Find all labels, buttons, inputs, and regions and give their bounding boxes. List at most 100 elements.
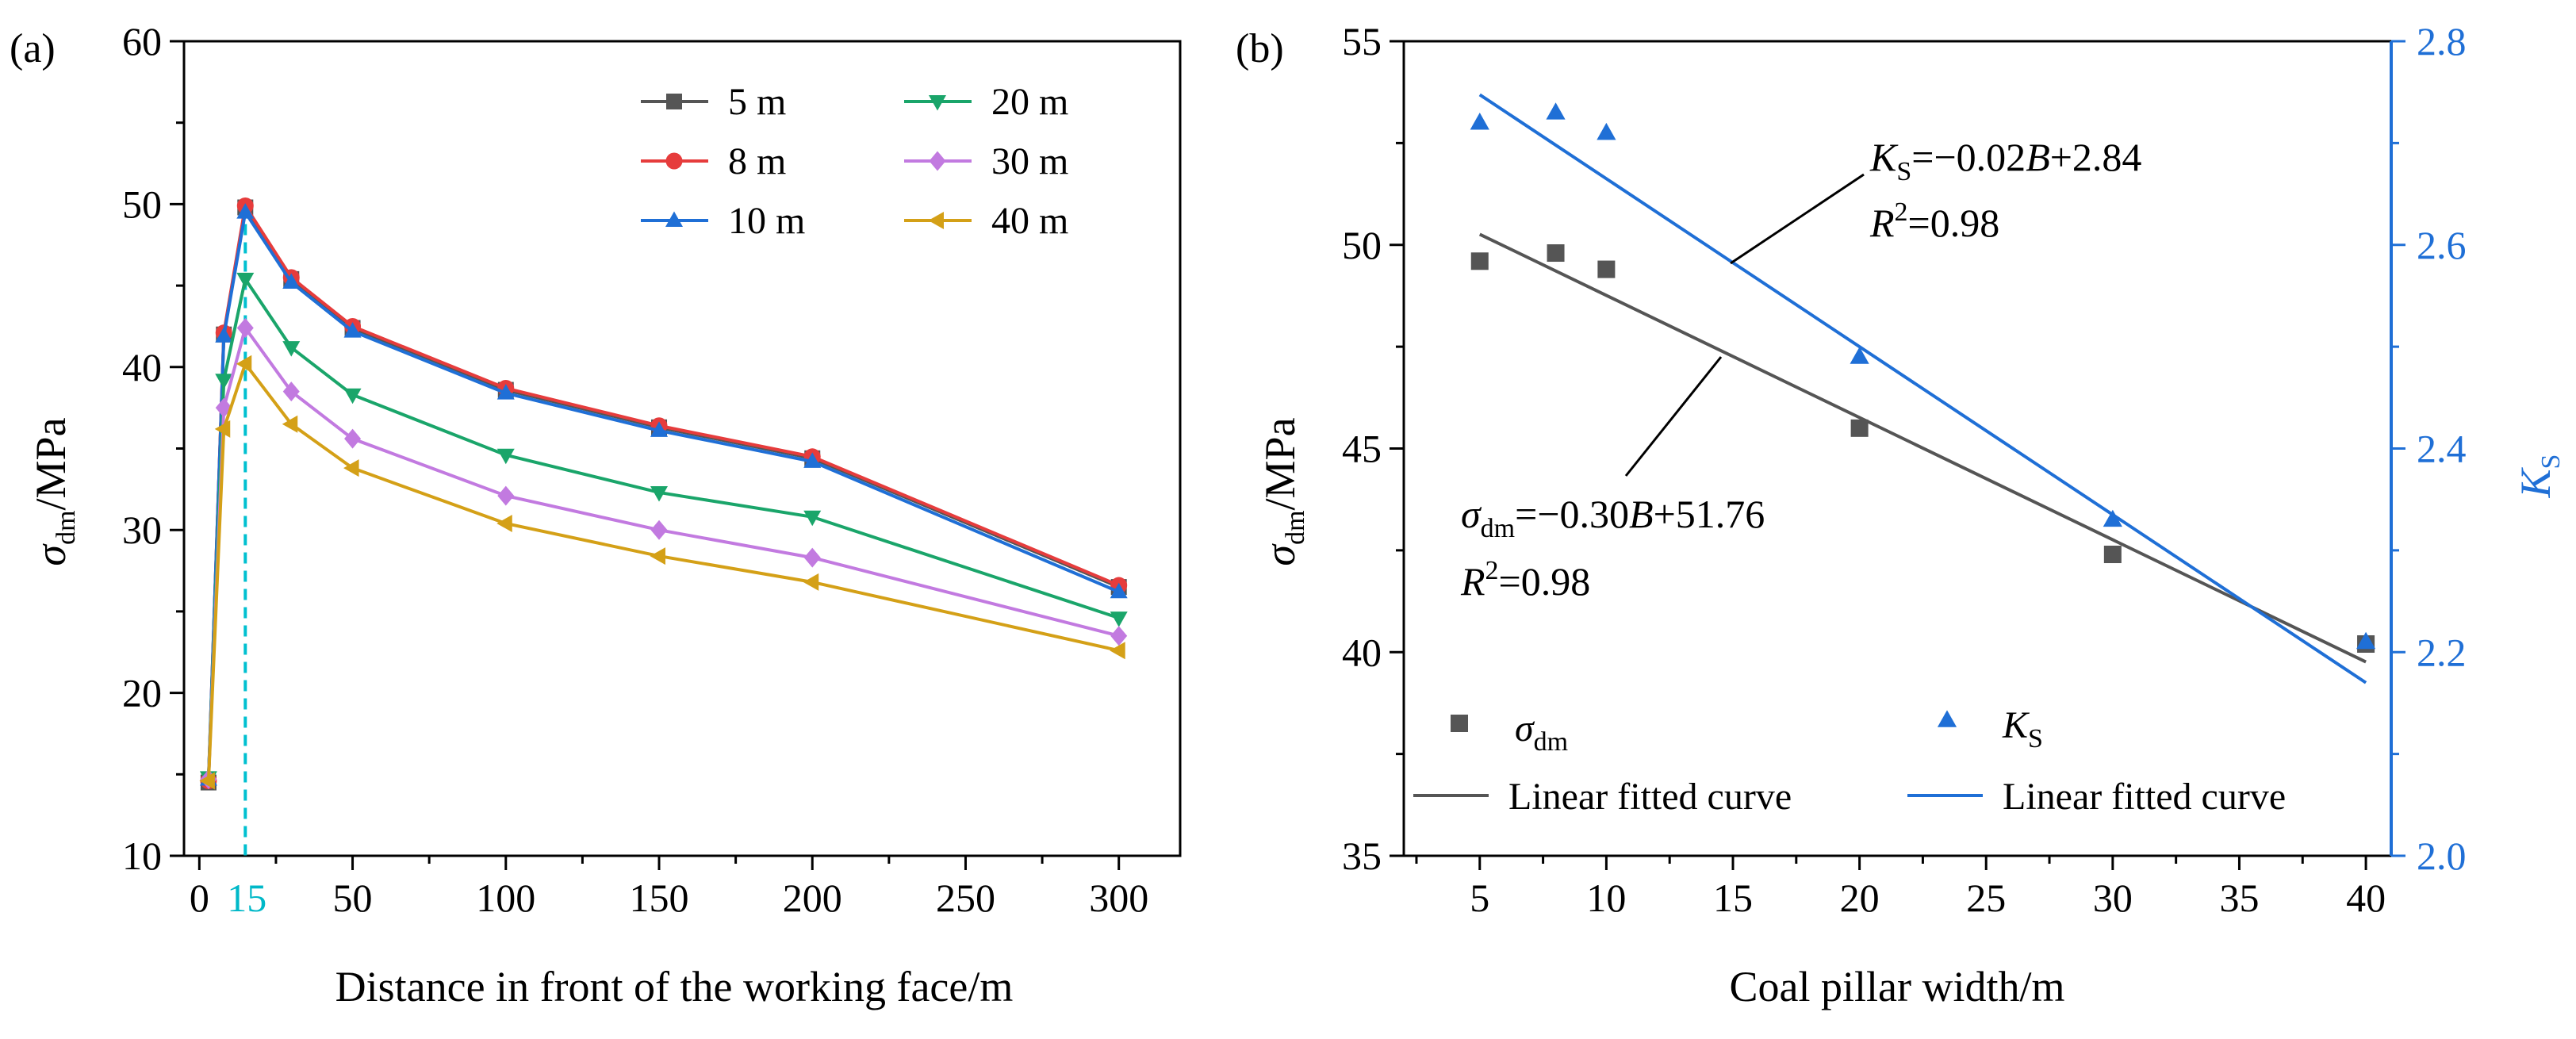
series-line — [206, 203, 1120, 783]
y-tick-label: 20 — [122, 671, 162, 715]
legend-label-sub: dm — [1534, 727, 1568, 757]
y-tick-label: 45 — [1342, 427, 1382, 471]
panel-b: (b) 5 10 15 20 25 30 35 40 35 40 45 50 55 2.0 2.2 2.4 2.… — [1236, 19, 2566, 1010]
x-tick-label: 5 — [1470, 876, 1489, 920]
legend-label: 10 m — [728, 200, 805, 242]
y-tick-label: 30 — [122, 508, 162, 552]
legend-marker — [1937, 710, 1957, 727]
data-point — [1470, 252, 1489, 270]
data-point — [1850, 419, 1869, 437]
ks-fit-r2: R2=0.98 — [1869, 197, 1999, 245]
y-tick-label: 50 — [122, 182, 162, 226]
data-point — [496, 514, 512, 532]
panel-a: (a) 0 50 100 150 200 250 300 10 20 30 40 50 60 15 5 m… — [10, 19, 1182, 1010]
data-point — [803, 573, 819, 591]
legend-item: 30 m — [904, 140, 1068, 182]
data-point — [803, 510, 822, 527]
legend-item: 5 m — [641, 81, 786, 123]
x-tick-label: 250 — [936, 876, 995, 920]
data-point — [343, 322, 362, 338]
data-point — [650, 421, 669, 437]
sigma-fit-r2: R2=0.98 — [1460, 556, 1590, 604]
data-point — [803, 547, 821, 568]
panel-a-label: (a) — [10, 26, 56, 71]
sigma-fit-line — [1478, 232, 2367, 664]
right-y-tick-label: 2.4 — [2417, 427, 2467, 471]
legend-marker — [665, 211, 683, 227]
data-point — [2103, 546, 2122, 564]
panel-a-y-axis-label: σdm/MPa — [27, 417, 81, 566]
x-tick-label: 50 — [333, 876, 373, 920]
data-point — [1546, 102, 1566, 120]
legend-label: 8 m — [728, 140, 786, 182]
data-point — [236, 203, 255, 219]
data-point — [1597, 260, 1616, 278]
legend-label: Linear fitted curve — [2003, 776, 2286, 818]
data-point — [236, 318, 254, 339]
data-point — [1110, 612, 1128, 627]
panel-b-label: (b) — [1236, 26, 1284, 71]
data-point — [650, 547, 666, 566]
legend-marker — [1451, 715, 1468, 732]
ks-equation-leader — [1730, 173, 1865, 265]
sigma-fit-equation: σdm=−0.30B+51.76 — [1461, 492, 1765, 543]
x-tick-label: 15 — [1713, 876, 1753, 920]
data-point — [282, 381, 300, 402]
data-point — [1850, 347, 1869, 364]
panel-b-axes: 5 10 15 20 25 30 35 40 35 40 45 50 55 2.0 2.2 2.4 2.6 2.8 — [1342, 19, 2467, 920]
y-tick-label: 50 — [1342, 223, 1382, 267]
y-tick-label: 55 — [1342, 19, 1382, 63]
x-tick-label: 300 — [1089, 876, 1148, 920]
data-point — [650, 520, 668, 540]
legend-marker — [665, 152, 683, 170]
legend-label: 20 m — [991, 81, 1068, 123]
data-point — [214, 420, 231, 438]
data-point — [236, 355, 252, 373]
legend-item: 40 m — [904, 200, 1068, 242]
y-tick-label: 40 — [1342, 630, 1382, 674]
legend-marker — [929, 95, 946, 111]
y-tick-label: 10 — [122, 834, 162, 878]
y-tick-label: 40 — [122, 345, 162, 389]
legend-item-sigma: σdm — [1451, 707, 1568, 757]
data-point — [1110, 582, 1128, 599]
legend-item: 20 m — [904, 81, 1068, 123]
series-10-m — [199, 203, 1128, 786]
legend-label: 5 m — [728, 81, 786, 123]
x-tick-label: 200 — [783, 876, 842, 920]
ks-fit-line — [1478, 93, 2367, 684]
panel-b-legend: σdm KS Linear fitted curve Linear fitted cu… — [1413, 704, 2286, 818]
data-point — [497, 485, 515, 506]
panel-b-points — [1470, 102, 2376, 653]
y-tick-label: 35 — [1342, 834, 1382, 878]
panel-b-x-axis-label: Coal pillar width/m — [1730, 963, 2065, 1010]
data-point — [199, 772, 215, 790]
legend-label: 30 m — [991, 140, 1068, 182]
x-tick-label: 10 — [1586, 876, 1626, 920]
legend-item-ks: KS — [1937, 704, 2043, 753]
right-y-tick-label: 2.2 — [2417, 630, 2467, 674]
series-ks — [1470, 102, 2376, 650]
data-point — [344, 428, 362, 449]
data-point — [282, 341, 301, 357]
panel-b-right-axis-label: KS — [2512, 454, 2566, 499]
data-point — [215, 374, 233, 389]
right-y-tick-label: 2.0 — [2417, 834, 2467, 878]
data-point — [2356, 631, 2376, 650]
data-point — [282, 415, 298, 433]
data-point — [650, 485, 669, 502]
x-tick-label: 25 — [1966, 876, 2006, 920]
data-point — [803, 452, 822, 468]
legend-label: 40 m — [991, 200, 1068, 242]
legend-marker — [928, 212, 944, 229]
series-40-m — [199, 355, 1125, 790]
data-point — [496, 384, 515, 400]
panel-a-x-axis-label: Distance in front of the working face/m — [335, 963, 1014, 1010]
data-point — [496, 448, 515, 465]
panel-a-axes: 0 50 100 150 200 250 300 10 20 30 40 50 60 15 — [122, 19, 1182, 920]
series-5-m — [200, 199, 1127, 791]
legend-item: 10 m — [641, 200, 805, 242]
legend-item: 8 m — [641, 140, 786, 182]
x-tick-label: 35 — [2219, 876, 2259, 920]
